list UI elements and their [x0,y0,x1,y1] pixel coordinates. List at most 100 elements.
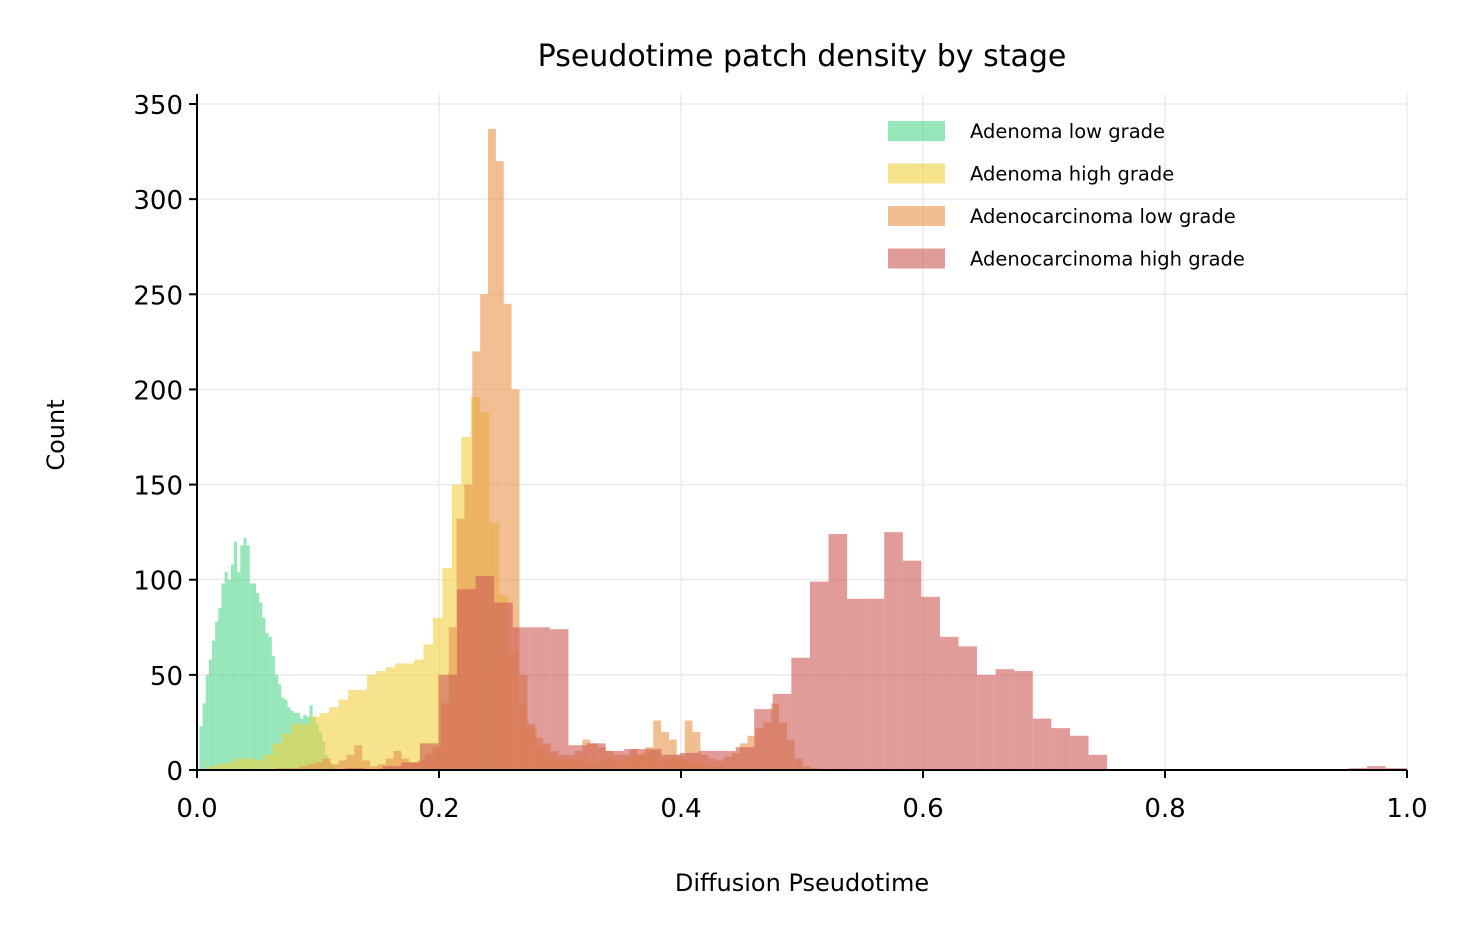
bar-1-24 [423,644,433,770]
y-tick-label-4: 200 [133,376,183,406]
legend-swatch-2 [888,206,945,226]
y-tick-label-0: 0 [166,757,183,787]
bar-3-12 [419,743,439,770]
bar-0-20 [262,617,266,770]
bar-3-29 [735,747,755,770]
x-tick-label-0: 0.0 [176,794,217,824]
axes [196,94,1407,771]
bar-2-23 [377,764,386,770]
y-tick-label-2: 100 [133,567,183,597]
bar-0-9 [227,579,231,770]
bar-0-0 [199,726,203,770]
bar-1-14 [329,707,339,770]
bar-2-19 [346,754,355,770]
bar-3-22 [605,750,625,770]
bar-3-35 [847,598,866,770]
histogram-bars [199,128,1407,771]
bar-1-12 [310,716,320,770]
legend-label-2: Adenocarcinoma low grade [970,205,1236,228]
bar-1-7 [263,754,273,770]
bar-2-62 [684,720,693,770]
bar-0-12 [237,572,241,770]
bar-1-26 [442,568,452,770]
bar-1-2 [215,764,226,770]
bar-1-6 [253,760,264,770]
bar-2-25 [393,750,402,770]
x-tick-label-4: 0.8 [1144,794,1185,824]
bar-2-15 [314,762,323,770]
bar-2-58 [653,720,662,770]
bar-3-19 [549,629,569,770]
bar-2-38 [495,161,504,771]
bar-3-31 [772,693,792,770]
bar-3-21 [587,743,606,770]
bar-3-45 [1032,718,1052,770]
bar-1-1 [206,766,216,770]
bar-2-20 [354,745,363,770]
bar-2-36 [480,294,489,770]
bar-3-42 [977,674,996,770]
bar-3-36 [865,598,885,770]
bar-2-24 [385,758,394,770]
series-3 [345,532,1407,770]
bar-3-27 [698,750,718,770]
bar-3-23 [624,749,643,770]
bar-1-17 [357,690,367,770]
bar-3-16 [494,602,513,770]
bar-0-15 [246,545,250,770]
bar-0-13 [240,545,244,770]
bar-3-13 [438,674,458,770]
bar-0-21 [265,632,269,770]
bar-3-26 [679,752,699,770]
bar-3-33 [809,581,829,770]
legend-label-1: Adenoma high grade [970,163,1174,186]
bar-0-8 [224,572,228,770]
bar-3-37 [884,532,903,770]
bar-2-39 [503,303,512,770]
bar-1-9 [281,733,292,770]
bar-3-44 [1014,671,1033,770]
bar-1-15 [338,699,349,770]
y-tick-label-6: 300 [133,186,183,216]
bar-0-1 [202,703,206,770]
bar-3-38 [902,560,922,770]
legend-label-0: Adenoma low grade [970,120,1165,143]
chart-title: Pseudotime patch density by stage [538,39,1067,74]
bar-3-32 [791,657,810,770]
bar-1-3 [225,762,235,770]
bar-1-23 [414,659,424,770]
bar-0-23 [271,655,275,770]
bar-3-17 [512,627,532,770]
bar-3-48 [1088,754,1108,770]
bar-3-11 [401,762,420,770]
bar-1-25 [432,617,443,770]
x-tick-label-2: 0.4 [660,794,701,824]
bar-1-13 [319,712,330,770]
bar-2-63 [692,731,701,770]
grid-lines [196,94,1408,771]
bar-1-21 [395,663,405,770]
bar-1-19 [376,671,386,770]
bar-1-8 [272,743,282,770]
bar-1-16 [348,690,358,770]
bar-0-4 [212,640,216,770]
bar-2-35 [472,351,481,770]
bar-0-18 [256,593,260,770]
bar-3-10 [382,766,402,770]
legend-swatch-3 [888,248,945,269]
bar-2-21 [362,760,371,770]
bar-3-28 [717,750,736,770]
x-tick-label-3: 0.6 [902,794,943,824]
bar-3-39 [921,596,940,770]
bar-3-24 [642,749,662,770]
bar-1-18 [366,674,377,770]
bar-0-16 [249,583,253,770]
bar-1-5 [244,758,254,770]
y-tick-label-3: 150 [133,472,183,502]
bar-0-19 [259,602,263,770]
bar-3-15 [475,575,495,770]
bar-0-3 [208,659,213,770]
bar-3-18 [531,627,550,770]
bar-2-14 [307,764,315,770]
